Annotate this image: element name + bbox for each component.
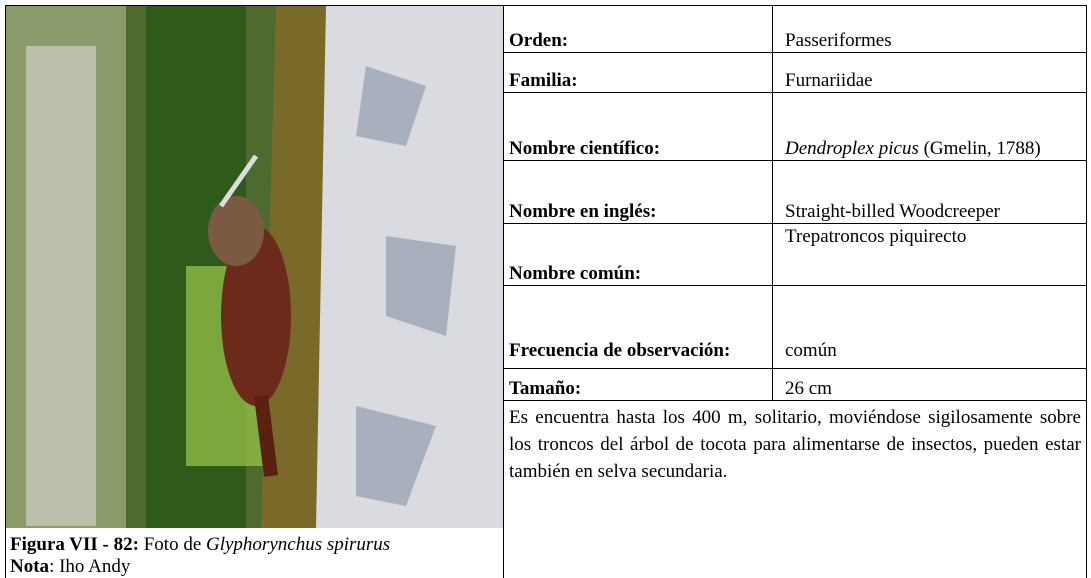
label: Tamaño:: [504, 369, 773, 401]
caption-species: Glyphorynchus spirurus: [206, 534, 390, 555]
species-sheet: Figura VII - 82: Foto de Glyphorynchus s…: [5, 5, 1087, 578]
value-italic: Dendroplex picus: [785, 138, 919, 159]
photo-cell: Figura VII - 82: Foto de Glyphorynchus s…: [6, 6, 504, 578]
value-rest: (Gmelin, 1788): [924, 138, 1041, 159]
caption-label: Figura VII - 82:: [10, 534, 139, 555]
label: Nombre científico:: [504, 93, 773, 161]
value: Trepatroncos piquirecto: [773, 224, 1087, 286]
label: Nombre común:: [504, 224, 773, 286]
label: Orden:: [504, 6, 773, 53]
value: Furnariidae: [773, 53, 1087, 93]
caption: Figura VII - 82: Foto de Glyphorynchus s…: [6, 528, 503, 578]
bird-photo: [6, 6, 503, 528]
label: Frecuencia de observación:: [504, 286, 773, 369]
label: Familia:: [504, 53, 773, 93]
value: Passeriformes: [773, 6, 1087, 53]
caption-text: Foto de: [144, 534, 202, 555]
label: Nombre en inglés:: [504, 161, 773, 224]
note-label: Nota: [10, 556, 49, 577]
description: Es encuentra hasta los 400 m, solitario,…: [504, 401, 1087, 578]
note-text: : Iho Andy: [49, 556, 130, 577]
value: 26 cm: [773, 369, 1087, 401]
value: común: [773, 286, 1087, 369]
value: Straight-billed Woodcreeper: [773, 161, 1087, 224]
value: Dendroplex picus (Gmelin, 1788): [773, 93, 1087, 161]
